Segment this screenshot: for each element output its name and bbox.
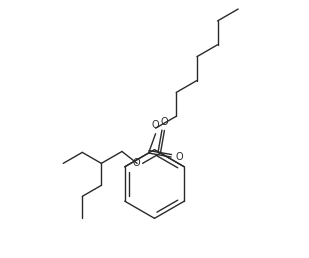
Text: O: O xyxy=(152,120,159,131)
Text: O: O xyxy=(133,158,140,168)
Text: O: O xyxy=(161,117,168,127)
Text: O: O xyxy=(176,152,183,162)
